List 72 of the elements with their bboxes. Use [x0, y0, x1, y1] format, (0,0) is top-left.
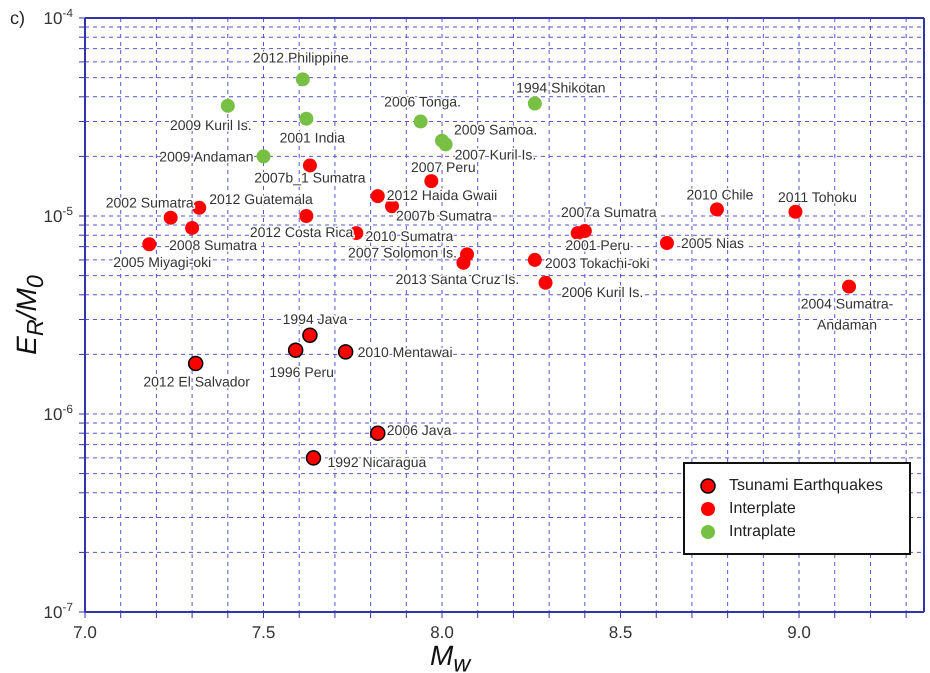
annotation: 2009 Andaman — [159, 148, 254, 164]
point — [456, 256, 470, 270]
point — [296, 72, 310, 86]
point — [299, 112, 314, 126]
annotation: 2006 Java — [386, 422, 452, 438]
annotation: 2013 Santa Cruz Is. — [396, 270, 520, 287]
point — [338, 344, 354, 360]
point — [302, 158, 317, 172]
annotation: 2006 Tonga. — [384, 94, 462, 110]
annotation: 2011 Tohoku — [778, 188, 857, 205]
point — [570, 226, 585, 240]
x-tick-label: 7.5 — [252, 623, 276, 642]
annotation: 1996 Peru — [269, 364, 334, 380]
annotation: 2010 Sumatra — [365, 228, 454, 244]
point — [142, 237, 156, 252]
point — [256, 149, 271, 164]
point — [424, 174, 438, 188]
annotation: 2007a Sumatra — [560, 204, 657, 220]
y-tick-label: 10$^{-5}$ — [44, 204, 74, 226]
annotation: 2012 Guatemala — [209, 190, 313, 207]
point — [185, 220, 200, 235]
point — [302, 327, 318, 343]
x-axis-title: M$_{w}$ — [430, 640, 470, 673]
annotation: 2008 Sumatra — [169, 236, 258, 253]
y-tick-label: 10$^{-7}$ — [44, 600, 74, 622]
annotation: 2010 Chile — [686, 186, 754, 202]
x-tick-label: 7.0 — [73, 623, 97, 642]
annotation: 2004 Sumatra- Andaman — [800, 296, 894, 333]
point — [528, 252, 542, 267]
point — [370, 425, 386, 441]
annotation: 2009 Kuril Is. — [170, 116, 252, 133]
point — [306, 450, 322, 466]
point — [660, 236, 674, 250]
annotation: 2012 Philippine — [252, 49, 349, 66]
point — [164, 210, 178, 225]
annotation: 2009 Samoa. — [454, 122, 538, 138]
annotation: 2001 Peru — [565, 237, 630, 254]
point — [528, 96, 542, 110]
y-tick-label: 10$^{-6}$ — [44, 402, 74, 424]
y-tick-label: 10$^{-4}$ — [44, 6, 74, 28]
annotation: 2007b Sumatra — [396, 207, 492, 224]
x-tick-label: 9.0 — [787, 623, 811, 642]
x-tick-label: 8.5 — [608, 623, 632, 642]
annotation: 1992 Nicaragua — [327, 454, 427, 470]
annotation: 2012 Haida Gwaii — [386, 187, 498, 204]
annotation: 2012 El Salvador — [143, 373, 250, 390]
point — [188, 356, 204, 372]
point — [299, 209, 314, 223]
annotation: 2007b_1 Sumatra — [254, 169, 366, 186]
annotation: 2010 Mentawai — [358, 344, 453, 360]
legend-label: Interplate — [729, 500, 796, 518]
legend-label: Intraplate — [729, 522, 796, 540]
annotation: 2005 Miyagi-oki — [113, 254, 212, 270]
point — [438, 137, 453, 152]
annotation: 2001 India — [280, 130, 346, 146]
annotation: 2003 Tokachi-oki — [544, 254, 650, 271]
point — [414, 114, 428, 129]
annotation: 2002 Sumatra — [106, 194, 194, 211]
point — [710, 202, 724, 216]
x-tick-label: 8.0 — [430, 623, 454, 642]
point — [788, 204, 802, 219]
point — [220, 98, 235, 113]
point — [842, 280, 856, 294]
point — [538, 276, 553, 290]
annotation: 2007 Solomon Is. — [348, 244, 458, 260]
point — [288, 342, 304, 358]
legend-label: Tsunami Earthquakes — [729, 476, 883, 494]
annotation: 1994 Shikotan — [516, 79, 606, 96]
annotation: 1994 Java — [282, 311, 348, 328]
text: c) — [10, 8, 25, 29]
point — [370, 189, 385, 204]
annotation: 2005 Nias — [680, 235, 744, 252]
